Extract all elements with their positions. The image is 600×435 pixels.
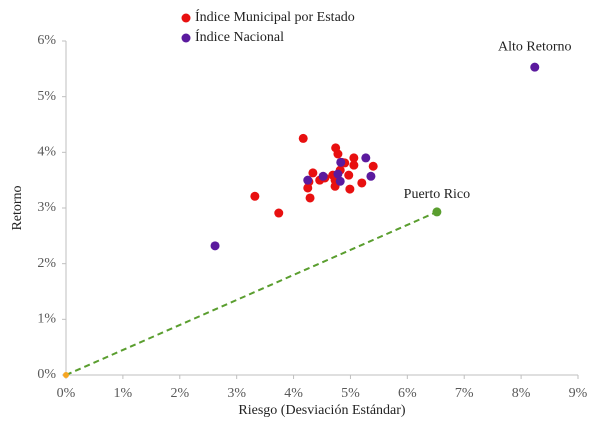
y-tick-label: 4% xyxy=(37,145,56,160)
point xyxy=(349,160,359,170)
point xyxy=(298,133,308,143)
point xyxy=(344,170,354,180)
y-tick-label: 0% xyxy=(37,367,56,382)
point xyxy=(345,184,355,194)
x-tick-label: 0% xyxy=(57,386,76,401)
highlight-point xyxy=(432,207,442,217)
y-tick-label: 6% xyxy=(37,33,56,48)
point xyxy=(361,153,371,163)
point xyxy=(335,176,345,186)
x-tick-label: 4% xyxy=(284,386,303,401)
point-label: Puerto Rico xyxy=(404,187,471,202)
point xyxy=(250,191,260,201)
legend-marker xyxy=(181,13,191,23)
x-tick-label: 8% xyxy=(512,386,531,401)
x-tick-label: 6% xyxy=(398,386,417,401)
legend-label: Índice Nacional xyxy=(195,28,284,45)
point xyxy=(357,178,367,188)
point xyxy=(210,241,220,251)
highlight-point xyxy=(63,372,69,378)
point xyxy=(530,62,540,72)
point xyxy=(366,171,376,181)
annotation: Alto Retorno xyxy=(498,39,572,54)
point xyxy=(336,157,346,167)
point xyxy=(308,168,318,178)
y-tick-label: 2% xyxy=(37,256,56,271)
x-tick-label: 3% xyxy=(227,386,246,401)
x-tick-label: 5% xyxy=(341,386,360,401)
point xyxy=(349,153,359,163)
point xyxy=(318,171,328,181)
y-tick-label: 3% xyxy=(37,200,56,215)
point xyxy=(368,161,378,171)
legend-label: Índice Municipal por Estado xyxy=(195,8,355,25)
point xyxy=(331,143,341,153)
legend-marker xyxy=(181,33,191,43)
point xyxy=(303,175,313,185)
x-tick-label: 7% xyxy=(455,386,474,401)
x-tick-label: 1% xyxy=(114,386,133,401)
point xyxy=(333,169,343,179)
point xyxy=(274,208,284,218)
y-tick-label: 5% xyxy=(37,89,56,104)
reference-line xyxy=(65,210,438,376)
x-axis-label: Riesgo (Desviación Estándar) xyxy=(238,403,406,418)
y-axis-label: Retorno xyxy=(10,185,25,230)
x-tick-label: 9% xyxy=(569,386,588,401)
x-tick-label: 2% xyxy=(170,386,189,401)
point xyxy=(305,193,315,203)
y-tick-label: 1% xyxy=(37,312,56,327)
